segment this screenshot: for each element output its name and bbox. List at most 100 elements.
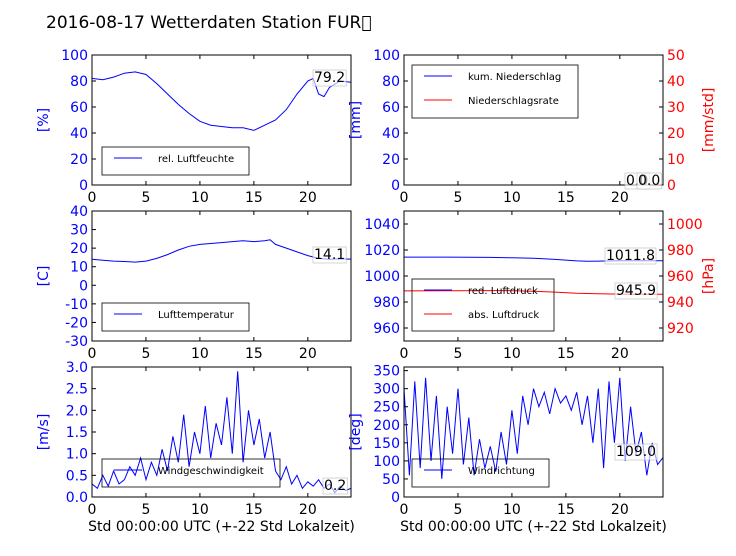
precipitation-legend: kum. Niederschlag Niederschlagsrate — [411, 64, 579, 119]
humidity-x-tick-label: 15 — [245, 190, 263, 206]
humidity-legend-entry: rel. Luftfeuchte — [158, 154, 234, 165]
temperature-y-tick-label: 20 — [70, 241, 88, 257]
pressure-y2-tick-label: 940 — [667, 295, 694, 311]
temperature-legend-frame — [101, 302, 250, 332]
windspeed-y-tick-label: 2.5 — [66, 382, 88, 398]
winddirection-value-annotation: 109.0 — [616, 444, 656, 460]
precipitation-y2-axis-label: [mm/std] — [701, 88, 717, 153]
windspeed-x-axis-label: Std 00:00:00 UTC (+-22 Std Lokalzeit) — [88, 519, 355, 535]
pressure-y2-axis-label: [hPa] — [701, 258, 717, 294]
precipitation-y2-tick-label: 50 — [667, 48, 685, 64]
windspeed-legend-frame — [101, 458, 281, 488]
precipitation-y-tick-label: 20 — [382, 152, 400, 168]
temperature-x-tick-label: 10 — [191, 346, 209, 362]
winddirection-y-tick-label: 150 — [373, 436, 400, 452]
winddirection-y-tick-label: 350 — [373, 364, 400, 380]
humidity-series-line-0 — [92, 71, 351, 131]
pressure-x-tick-label: 5 — [453, 346, 462, 362]
temperature-y-tick-label: 40 — [70, 204, 88, 220]
windspeed-y-tick-label: 0.5 — [66, 468, 88, 484]
temperature-panel: 0 5 10 15 20 -30 -20 -10 0 10 20 30 40 [C] Lufttempera… — [36, 204, 352, 362]
humidity-axes-frame — [91, 54, 352, 186]
precipitation-value-annotation: 0.0 — [638, 173, 660, 189]
precipitation-y-tick-label: 100 — [373, 48, 400, 64]
pressure-y2-tick-label: 1000 — [667, 217, 703, 233]
windspeed-y-tick-label: 1.0 — [66, 447, 88, 463]
humidity-y-tick-label: 20 — [70, 152, 88, 168]
humidity-x-tick-label: 0 — [88, 190, 97, 206]
precipitation-y2-tick-label: 40 — [667, 74, 685, 90]
pressure-y2-tick-label: 980 — [667, 243, 694, 259]
windspeed-x-tick-label: 15 — [245, 502, 263, 518]
windspeed-value-annotation-box — [322, 477, 348, 495]
winddirection-x-tick-label: 15 — [557, 502, 575, 518]
windspeed-panel: 0 5 10 15 20 0.0 0.5 1.0 1.5 2.0 2.5 3.0 [m/s] Std 00… — [36, 360, 355, 535]
winddirection-legend: Windrichtung — [411, 458, 550, 488]
humidity-y-tick-label: 0 — [79, 178, 88, 194]
winddirection-x-tick-label: 0 — [400, 502, 409, 518]
windspeed-x-tick-label: 0 — [88, 502, 97, 518]
humidity-value-annotation-box — [312, 69, 347, 87]
precipitation-y-tick-label: 40 — [382, 126, 400, 142]
pressure-y-tick-label: 980 — [373, 295, 400, 311]
windspeed-y-tick-label: 2.0 — [66, 403, 88, 419]
winddirection-x-axis-label: Std 00:00:00 UTC (+-22 Std Lokalzeit) — [400, 519, 667, 535]
winddirection-x-tick-label: 10 — [503, 502, 521, 518]
precipitation-x-tick-label: 0 — [400, 190, 409, 206]
pressure-value-annotation-box — [604, 247, 657, 265]
windspeed-x-tick-label: 5 — [141, 502, 150, 518]
precipitation-y-tick-label: 60 — [382, 100, 400, 116]
pressure-y-tick-label: 1040 — [364, 217, 400, 233]
winddirection-y-tick-label: 0 — [391, 490, 400, 506]
precipitation-x-tick-label: 10 — [503, 190, 521, 206]
windspeed-series-line-0 — [92, 371, 351, 494]
windspeed-legend-entry: Windgeschwindigkeit — [158, 466, 264, 477]
humidity-panel: 0 5 10 15 20 0 20 40 60 80 100 [%] rel. Luftfeuchte 7… — [36, 48, 352, 206]
windspeed-x-tick-label: 10 — [191, 502, 209, 518]
winddirection-y-tick-label: 250 — [373, 400, 400, 416]
pressure-legend: red. Luftdruck abs. Luftdruck — [411, 278, 555, 332]
winddirection-y-tick-label: 100 — [373, 454, 400, 470]
pressure-x-tick-label: 20 — [611, 346, 629, 362]
temperature-x-tick-label: 15 — [245, 346, 263, 362]
pressure-value-annotation-box — [614, 282, 658, 300]
winddirection-series-line-0 — [404, 377, 663, 479]
precipitation-legend-frame — [411, 64, 579, 119]
pressure-y-tick-label: 1000 — [364, 269, 400, 285]
windspeed-value-annotation: 0.2 — [324, 478, 346, 494]
winddirection-value-annotation-box — [614, 443, 658, 461]
humidity-y-tick-label: 80 — [70, 74, 88, 90]
temperature-x-tick-label: 5 — [141, 346, 150, 362]
windspeed-axes-frame — [91, 366, 352, 498]
precipitation-x-tick-label: 5 — [453, 190, 462, 206]
temperature-y-tick-label: 30 — [70, 223, 88, 239]
temperature-axes-frame — [91, 210, 352, 342]
precipitation-legend-entry: Niederschlagsrate — [468, 96, 559, 107]
windspeed-y-tick-label: 1.5 — [66, 425, 88, 441]
pressure-x-tick-label: 10 — [503, 346, 521, 362]
temperature-y-tick-label: -10 — [65, 297, 88, 313]
winddirection-axes-frame — [403, 366, 664, 498]
humidity-y-axis-label: [%] — [36, 108, 52, 132]
pressure-legend-frame — [411, 278, 555, 332]
temperature-y-axis-label: [C] — [36, 266, 52, 287]
precipitation-y2-tick-label: 20 — [667, 126, 685, 142]
humidity-y-tick-label: 100 — [61, 48, 88, 64]
precipitation-y2-tick-label: 10 — [667, 152, 685, 168]
winddirection-legend-frame — [411, 458, 550, 488]
precipitation-legend-entry: kum. Niederschlag — [468, 72, 561, 83]
pressure-x-tick-label: 0 — [400, 346, 409, 362]
pressure-y2-tick-label: 960 — [667, 269, 694, 285]
precipitation-y2-tick-label: 0 — [667, 178, 676, 194]
winddirection-x-tick-label: 5 — [453, 502, 462, 518]
temperature-x-tick-label: 0 — [88, 346, 97, 362]
pressure-value-annotation: 1011.8 — [606, 248, 655, 264]
temperature-y-tick-label: 10 — [70, 260, 88, 276]
windspeed-y-tick-label: 3.0 — [66, 360, 88, 376]
precipitation-y-tick-label: 80 — [382, 74, 400, 90]
page-title: 2016-08-17 Wetterdaten Station FUR  — [46, 13, 372, 33]
humidity-y-tick-label: 60 — [70, 100, 88, 116]
pressure-y-tick-label: 960 — [373, 321, 400, 337]
